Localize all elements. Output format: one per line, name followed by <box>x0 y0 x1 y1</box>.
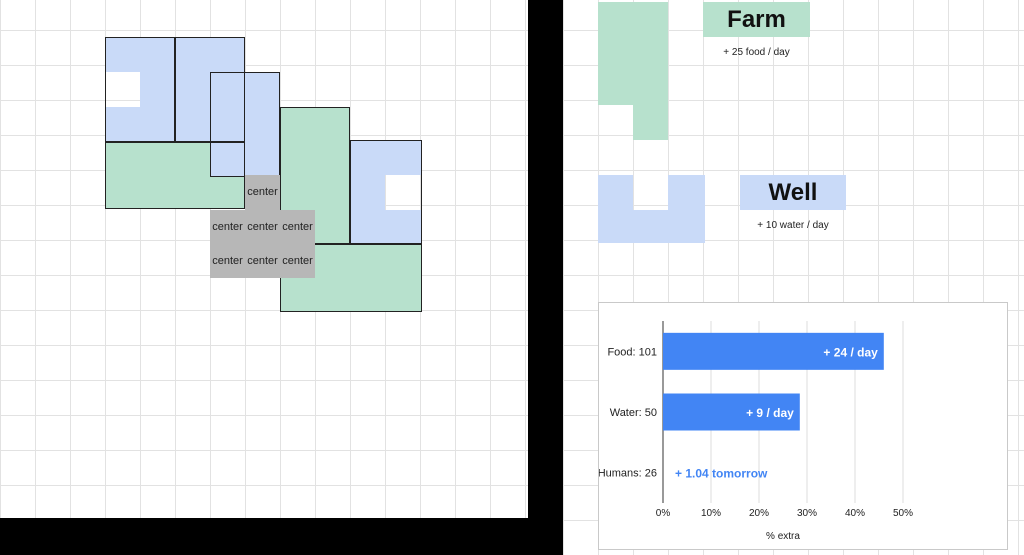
farm-title-cell <box>703 2 810 37</box>
chart-tick-label: 20% <box>749 508 769 519</box>
well-subtitle: + 10 water / day <box>757 220 829 231</box>
blue-tile <box>350 140 422 175</box>
left-grid-sheet[interactable]: center center center center center cente… <box>0 0 528 518</box>
chart-axis-title: % extra <box>766 531 800 542</box>
building-outline <box>105 37 175 142</box>
center-label: center <box>247 255 278 267</box>
blue-tile <box>350 175 385 210</box>
chart-data-label: + 9 / day <box>746 406 794 420</box>
well-shape-tile <box>668 175 705 243</box>
center-label: center <box>282 255 313 267</box>
well-shape-tile <box>598 175 633 243</box>
chart-tick-label: 40% <box>845 508 865 519</box>
building-outline <box>350 140 422 244</box>
green-tile <box>105 142 210 209</box>
black-band-vertical <box>528 0 563 555</box>
center-label: center <box>247 221 278 233</box>
center-label: center <box>212 221 243 233</box>
farm-shape-tile <box>598 2 668 105</box>
chart-data-label: + 1.04 tomorrow <box>675 467 768 481</box>
blue-tile <box>210 72 280 177</box>
blue-tile <box>175 37 245 72</box>
center-tile <box>245 175 280 210</box>
well-shape-tile <box>633 210 668 243</box>
chart-tick-label: 50% <box>893 508 913 519</box>
farm-title: Farm <box>727 6 786 33</box>
farm-subtitle: + 25 food / day <box>723 47 790 58</box>
black-band-bottom <box>0 518 563 555</box>
chart-category-label: Water: 50 <box>610 407 657 419</box>
building-outline <box>280 107 350 244</box>
center-label: center <box>212 255 243 267</box>
center-label: center <box>282 221 313 233</box>
chart-tick-label: 10% <box>701 508 721 519</box>
well-title: Well <box>768 179 818 206</box>
well-title-cell <box>740 175 846 210</box>
blue-tile <box>105 107 175 142</box>
chart-tick-label: 0% <box>656 508 671 519</box>
blue-tile <box>175 72 210 142</box>
blue-tile <box>350 210 422 244</box>
building-outline <box>105 142 245 209</box>
chart-bar <box>663 393 800 431</box>
chart-bar <box>663 332 884 370</box>
center-tile <box>210 210 315 278</box>
farm-shape-tile <box>633 105 668 140</box>
blue-tile <box>140 72 175 107</box>
chart-svg: 0% 10% 20% 30% 40% 50% % extra Food: 101 + 24 / … <box>599 321 913 542</box>
chart-category-label: Humans: 26 <box>599 468 657 480</box>
chart-data-label: + 24 / day <box>823 345 878 359</box>
chart-tick-label: 30% <box>797 508 817 519</box>
resource-chart[interactable]: 0% 10% 20% 30% 40% 50% % extra Food: 101 + 24 / … <box>598 302 1008 550</box>
green-tile <box>210 177 245 209</box>
building-outline <box>280 244 422 312</box>
center-label: center <box>247 186 278 198</box>
chart-category-label: Food: 101 <box>607 346 657 358</box>
blue-tile <box>105 37 175 72</box>
